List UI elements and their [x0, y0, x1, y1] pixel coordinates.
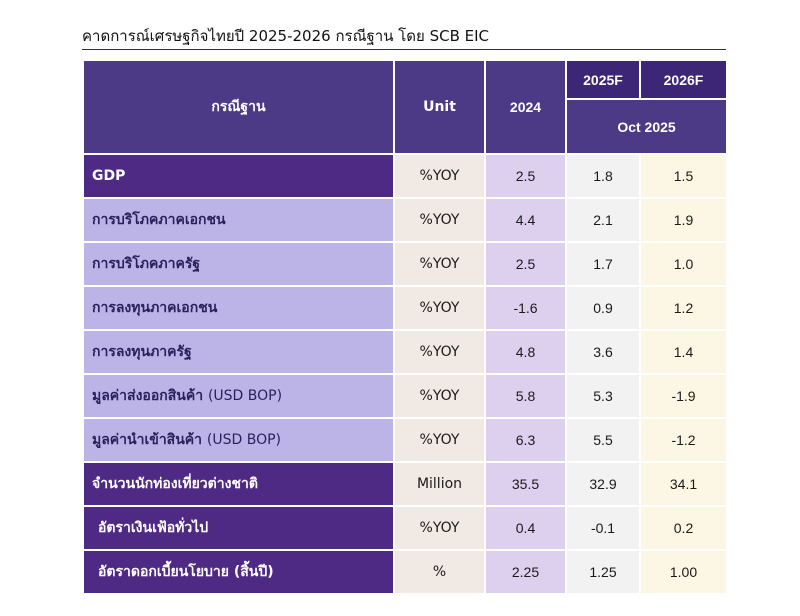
- table-row: การลงทุนภาคเอกชน %YOY -1.6 0.9 1.2: [82, 285, 728, 331]
- cell-unit: %YOY: [393, 505, 486, 551]
- table-row: การลงทุนภาครัฐ %YOY 4.8 3.6 1.4: [82, 329, 728, 375]
- cell-2025: -0.1: [565, 505, 641, 551]
- cell-2026: 1.00: [639, 549, 728, 595]
- cell-unit: %YOY: [393, 285, 486, 331]
- cell-2024: 35.5: [484, 461, 567, 507]
- table-row: อัตราเงินเฟ้อทั่วไป %YOY 0.4 -0.1 0.2: [82, 505, 728, 551]
- cell-2026: 34.1: [639, 461, 728, 507]
- row-label-public-investment: การลงทุนภาครัฐ: [82, 329, 395, 375]
- row-label-foreign-tourists: จำนวนนักท่องเที่ยวต่างชาติ: [82, 461, 395, 507]
- header-forecast-date: Oct 2025: [565, 98, 728, 155]
- row-label-private-investment: การลงทุนภาคเอกชน: [82, 285, 395, 331]
- cell-2024: 2.5: [484, 153, 567, 199]
- row-label-imports: มูลค่านำเข้าสินค้า (USD BOP): [82, 417, 395, 463]
- row-label-gdp: GDP: [82, 153, 395, 199]
- row-label-text: มูลค่านำเข้าสินค้า: [92, 432, 203, 448]
- row-label-private-consumption: การบริโภคภาคเอกชน: [82, 197, 395, 243]
- table-row: มูลค่าส่งออกสินค้า (USD BOP) %YOY 5.8 5.…: [82, 373, 728, 419]
- cell-unit: %YOY: [393, 373, 486, 419]
- cell-2025: 1.8: [565, 153, 641, 199]
- table-row: จำนวนนักท่องเที่ยวต่างชาติ Million 35.5 …: [82, 461, 728, 507]
- cell-2025: 5.5: [565, 417, 641, 463]
- forecast-table: กรณีฐาน Unit 2024 2025F 2026F Oct 2025 G…: [82, 59, 728, 595]
- cell-2024: 2.5: [484, 241, 567, 287]
- cell-2025: 32.9: [565, 461, 641, 507]
- cell-2025: 3.6: [565, 329, 641, 375]
- row-label-suffix: (USD BOP): [207, 388, 283, 404]
- cell-2024: 5.8: [484, 373, 567, 419]
- row-label-headline-inflation: อัตราเงินเฟ้อทั่วไป: [82, 505, 395, 551]
- header-scenario: กรณีฐาน: [82, 59, 395, 155]
- cell-unit: %YOY: [393, 153, 486, 199]
- cell-2024: 4.8: [484, 329, 567, 375]
- cell-2025: 0.9: [565, 285, 641, 331]
- cell-2024: 6.3: [484, 417, 567, 463]
- cell-2026: 1.9: [639, 197, 728, 243]
- cell-unit: %YOY: [393, 417, 486, 463]
- cell-2026: -1.2: [639, 417, 728, 463]
- cell-2025: 1.7: [565, 241, 641, 287]
- table-row: การบริโภคภาคเอกชน %YOY 4.4 2.1 1.9: [82, 197, 728, 243]
- row-label-policy-rate: อัตราดอกเบี้ยนโยบาย (สิ้นปี): [82, 549, 395, 595]
- header-unit: Unit: [393, 59, 486, 155]
- cell-unit: %YOY: [393, 241, 486, 287]
- cell-2026: -1.9: [639, 373, 728, 419]
- cell-2026: 1.4: [639, 329, 728, 375]
- page-title: คาดการณ์เศรษฐกิจไทยปี 2025-2026 กรณีฐาน …: [82, 27, 490, 45]
- cell-2025: 2.1: [565, 197, 641, 243]
- row-label-text: มูลค่าส่งออกสินค้า: [92, 388, 204, 404]
- cell-2026: 1.0: [639, 241, 728, 287]
- cell-unit: %YOY: [393, 197, 486, 243]
- cell-2026: 1.5: [639, 153, 728, 199]
- table-row: GDP %YOY 2.5 1.8 1.5: [82, 153, 728, 199]
- row-label-public-consumption: การบริโภคภาครัฐ: [82, 241, 395, 287]
- row-label-suffix: (USD BOP): [206, 432, 282, 448]
- cell-unit: %YOY: [393, 329, 486, 375]
- cell-2024: -1.6: [484, 285, 567, 331]
- cell-unit: %: [393, 549, 486, 595]
- cell-2026: 1.2: [639, 285, 728, 331]
- title-divider: [82, 49, 726, 50]
- row-label-exports: มูลค่าส่งออกสินค้า (USD BOP): [82, 373, 395, 419]
- table-row: อัตราดอกเบี้ยนโยบาย (สิ้นปี) % 2.25 1.25…: [82, 549, 728, 595]
- cell-unit: Million: [393, 461, 486, 507]
- cell-2026: 0.2: [639, 505, 728, 551]
- table-row: มูลค่านำเข้าสินค้า (USD BOP) %YOY 6.3 5.…: [82, 417, 728, 463]
- header-year-2026: 2026F: [639, 59, 728, 100]
- cell-2025: 5.3: [565, 373, 641, 419]
- cell-2024: 2.25: [484, 549, 567, 595]
- table-row: การบริโภคภาครัฐ %YOY 2.5 1.7 1.0: [82, 241, 728, 287]
- cell-2025: 1.25: [565, 549, 641, 595]
- cell-2024: 0.4: [484, 505, 567, 551]
- cell-2024: 4.4: [484, 197, 567, 243]
- header-year-2024: 2024: [484, 59, 567, 155]
- header-year-2025: 2025F: [565, 59, 641, 100]
